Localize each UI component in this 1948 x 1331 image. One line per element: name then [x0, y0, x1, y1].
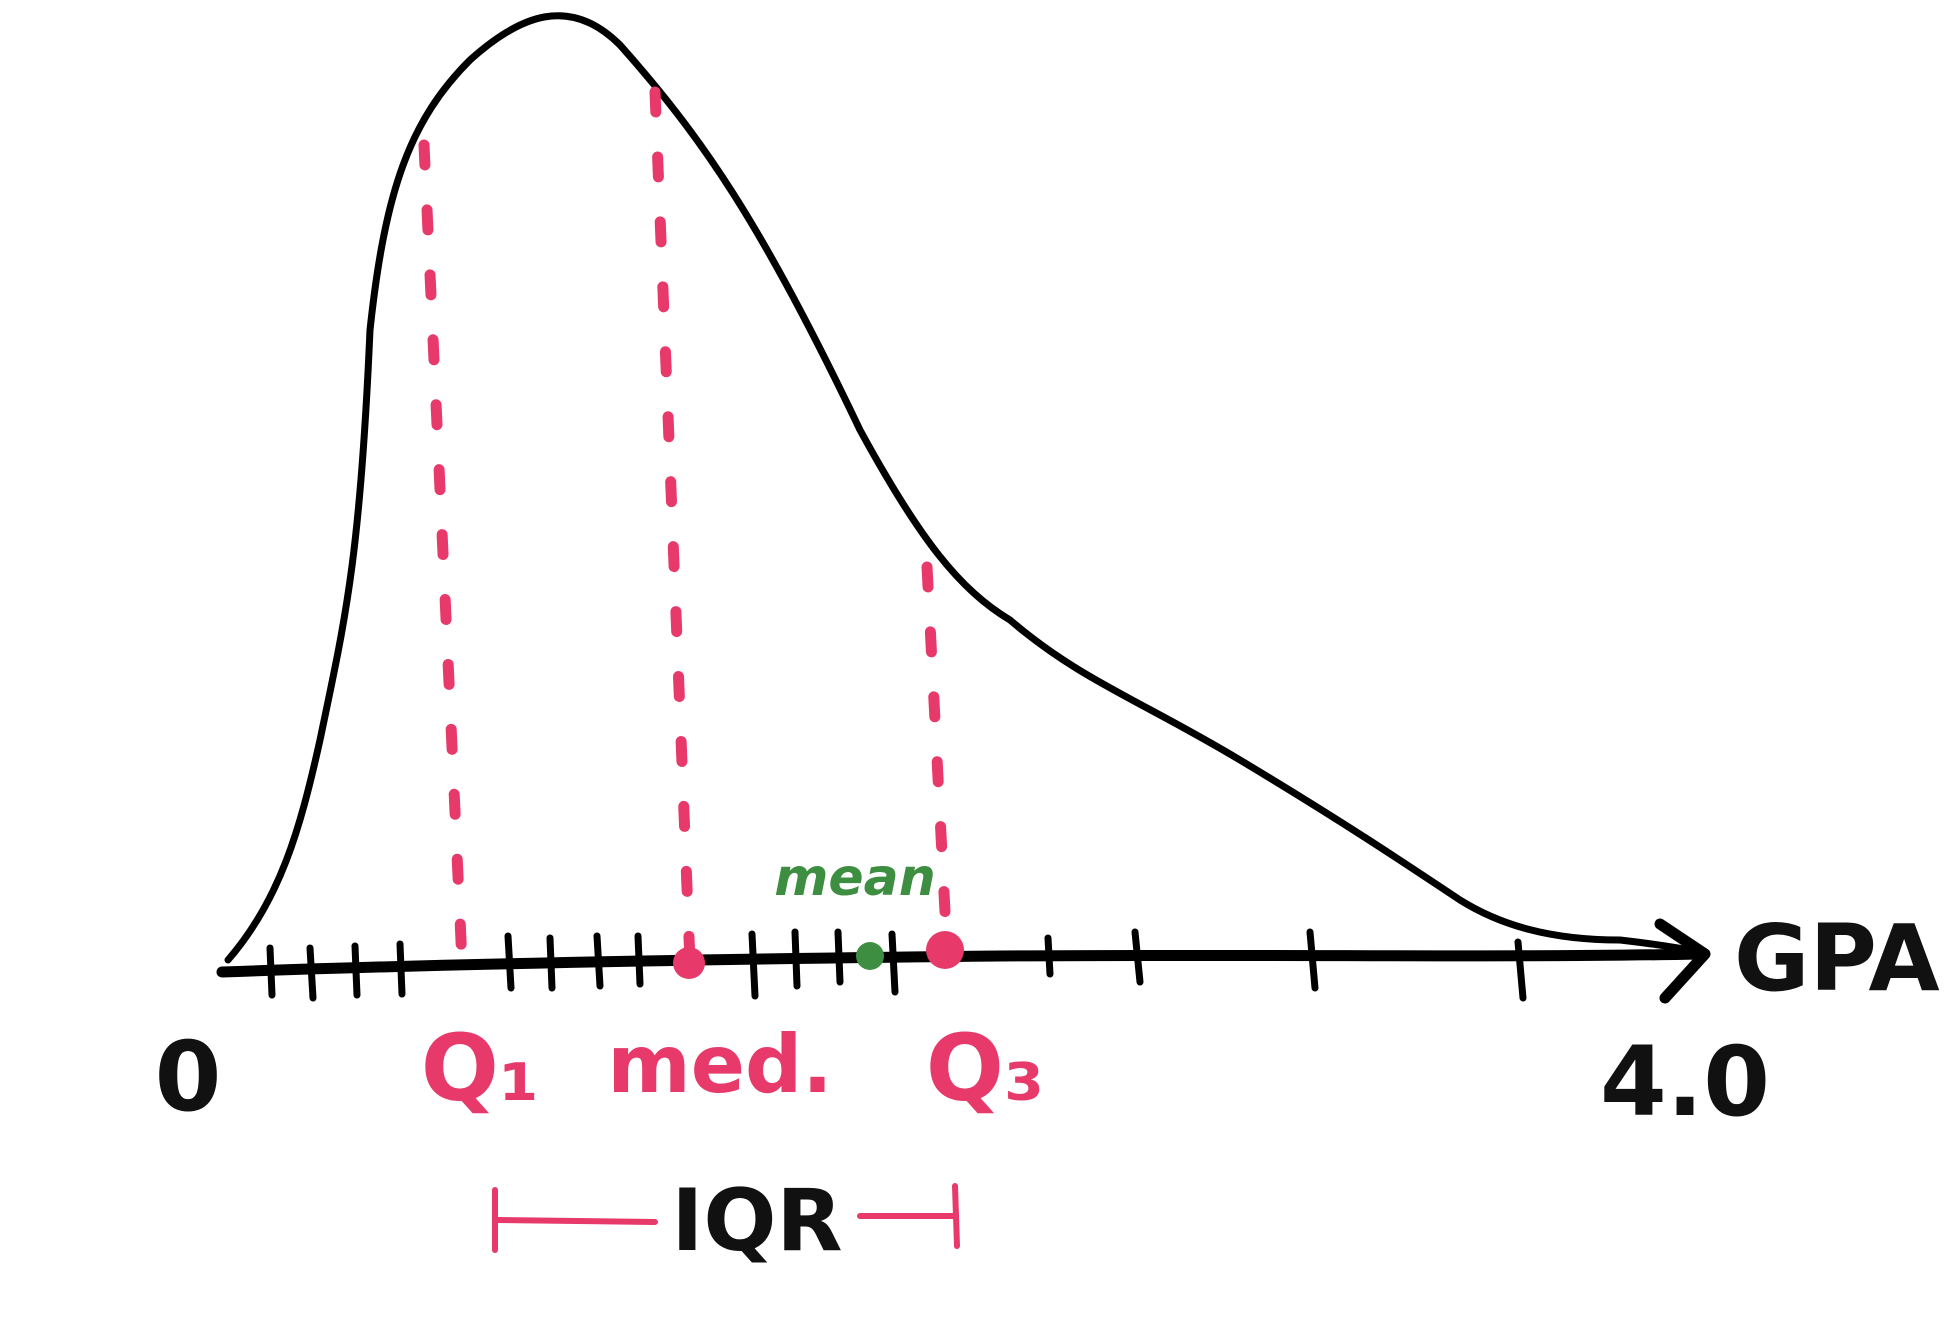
tick-mark [634, 932, 644, 988]
iqr-bracket: IQR [492, 1171, 960, 1271]
q1-dashed-line [418, 139, 468, 968]
tick-mark [504, 932, 515, 992]
tick-mark [593, 932, 604, 990]
tick-mark [396, 940, 406, 998]
median-label: med. [607, 1018, 832, 1111]
tick-mark [306, 944, 317, 1002]
iqr-right-end [952, 1183, 960, 1249]
tick-mark [351, 942, 361, 999]
tick-mark [546, 934, 556, 992]
iqr-left-line [492, 1217, 658, 1225]
mean-label: mean [774, 848, 936, 908]
axis-max-label: 4.0 [1600, 1026, 1770, 1138]
tick-mark [1514, 938, 1527, 1002]
tick-mark [791, 928, 801, 990]
distribution-curve [224, 12, 1704, 964]
axis-min-label: 0 [155, 1021, 222, 1133]
tick-mark [888, 930, 899, 996]
x-axis-arrowhead [1654, 918, 1711, 1004]
q3-label: Q₃ [926, 1015, 1045, 1122]
tick-mark [748, 930, 759, 1000]
iqr-label: IQR [671, 1171, 842, 1271]
q3-dashed-line [921, 561, 953, 956]
median-dashed-line [649, 86, 696, 968]
mean-point [856, 942, 884, 970]
tick-mark [266, 944, 276, 999]
axis-ticks [266, 928, 1527, 1002]
x-axis [216, 948, 1706, 978]
q3-point [926, 931, 964, 969]
axis-label-gpa: GPA [1734, 905, 1940, 1012]
tick-mark [1306, 928, 1319, 992]
tick-mark [1131, 928, 1144, 986]
median-point [673, 947, 705, 979]
tick-mark [1044, 934, 1054, 978]
q1-label: Q₁ [421, 1015, 540, 1122]
tick-mark [834, 928, 844, 986]
